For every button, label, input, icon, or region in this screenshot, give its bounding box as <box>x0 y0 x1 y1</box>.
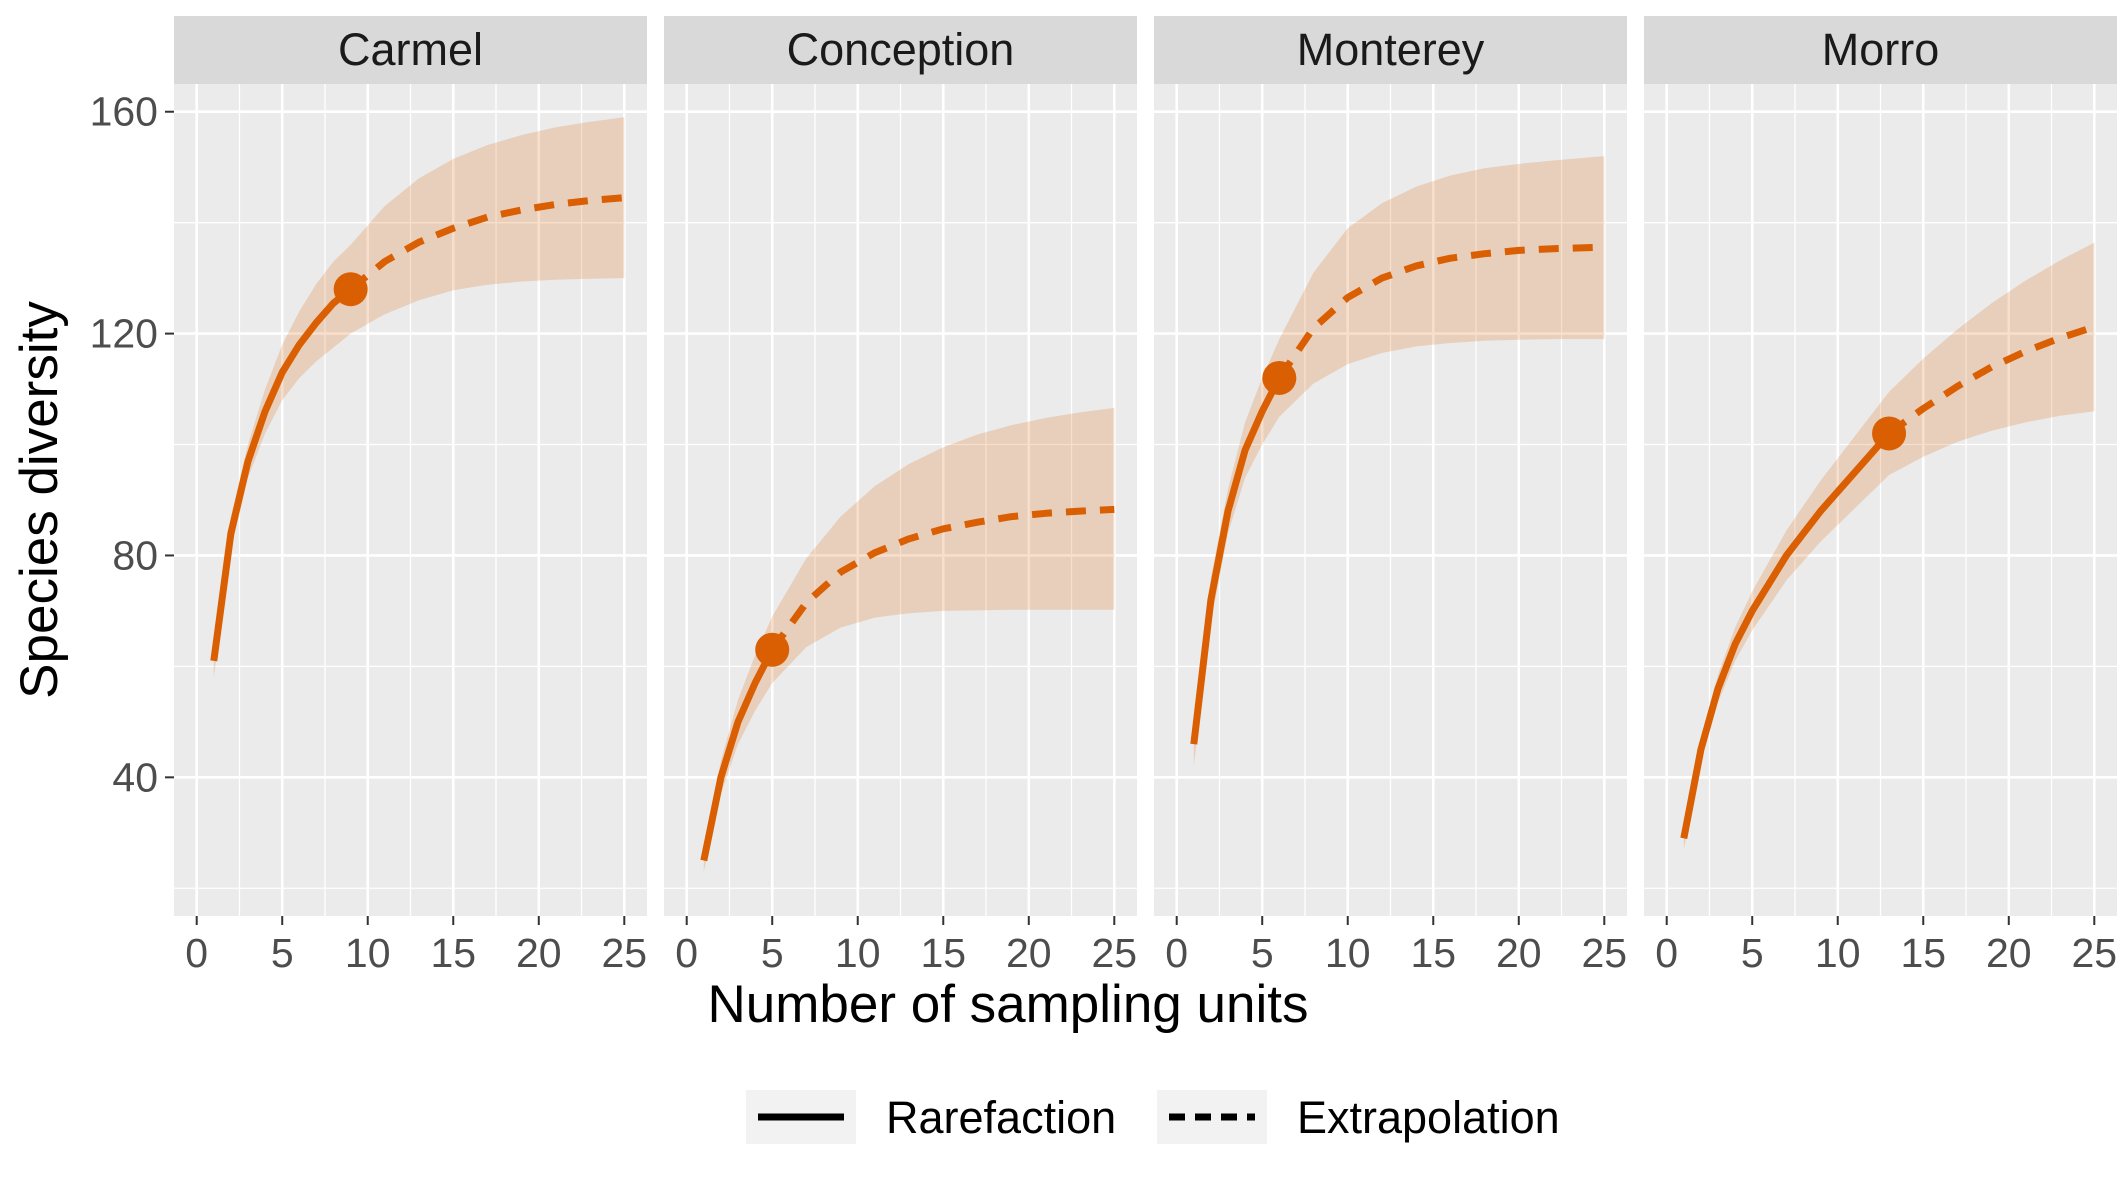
legend-label: Rarefaction <box>886 1092 1116 1143</box>
legend: Rarefaction Extrapolation <box>746 1090 1560 1144</box>
x-tick-label: 10 <box>835 930 881 976</box>
legend-label: Extrapolation <box>1297 1092 1560 1143</box>
x-tick-label: 0 <box>185 930 208 976</box>
x-tick-label: 10 <box>1815 930 1861 976</box>
facet-strip <box>1644 16 2117 84</box>
y-tick-label: 160 <box>90 89 158 135</box>
x-tick-label: 20 <box>1496 930 1542 976</box>
x-axis-title: Number of sampling units <box>708 975 1309 1034</box>
facet-strip-label: Carmel <box>338 24 483 75</box>
x-tick-label: 25 <box>1091 930 1137 976</box>
facet-panel: Monterey 0 5 10 15 20 25 <box>1154 16 1627 976</box>
x-tick-label: 5 <box>271 930 294 976</box>
extrapolation-line <box>348 194 625 292</box>
y-axis-title: Species diversity <box>10 301 69 699</box>
y-tick-label: 120 <box>90 311 158 357</box>
observed-point <box>333 272 368 307</box>
y-tick-label: 80 <box>112 532 158 578</box>
rarefaction-line <box>210 286 353 662</box>
rarefaction-line <box>1190 376 1283 745</box>
confidence-ribbon <box>1683 242 2095 850</box>
x-tick-label: 10 <box>1325 930 1371 976</box>
x-tick-label: 25 <box>2071 930 2117 976</box>
facet-strip <box>174 16 647 84</box>
x-tick-label: 15 <box>920 930 966 976</box>
y-axis: 40 80 120 160 <box>90 89 174 800</box>
observed-point <box>1262 360 1297 395</box>
extrapolation-line <box>1887 323 2096 437</box>
x-tick-label: 20 <box>516 930 562 976</box>
x-tick-label: 15 <box>1410 930 1456 976</box>
x-tick-label: 25 <box>1581 930 1627 976</box>
y-tick-label: 40 <box>112 754 158 800</box>
x-tick-label: 0 <box>1165 930 1188 976</box>
facet-strip-label: Monterey <box>1297 24 1485 75</box>
observed-point <box>755 632 790 667</box>
extrapolation-line <box>1276 243 1605 380</box>
x-tick-label: 5 <box>1251 930 1274 976</box>
x-tick-label: 25 <box>601 930 647 976</box>
facet-strip-label: Conception <box>787 24 1015 75</box>
x-tick-label: 15 <box>1900 930 1946 976</box>
confidence-ribbon <box>1193 156 1605 767</box>
x-tick-label: 15 <box>430 930 476 976</box>
facet-strip <box>1154 16 1627 84</box>
facet-panel: Morro 0 5 10 15 20 25 <box>1644 16 2117 976</box>
x-tick-label: 20 <box>1986 930 2032 976</box>
facet-strip-label: Morro <box>1822 24 1940 75</box>
x-tick-label: 20 <box>1006 930 1052 976</box>
confidence-ribbon <box>213 117 625 678</box>
facet-panel: Carmel 0 5 10 15 20 25 <box>174 16 647 976</box>
rarefaction-line <box>700 648 776 862</box>
x-tick-label: 5 <box>761 930 784 976</box>
x-tick-label: 0 <box>675 930 698 976</box>
confidence-ribbon <box>703 407 1115 872</box>
rarefaction-line <box>1680 431 1892 839</box>
x-tick-label: 0 <box>1655 930 1678 976</box>
facet-strip <box>664 16 1137 84</box>
x-tick-label: 10 <box>345 930 391 976</box>
x-tick-label: 5 <box>1741 930 1764 976</box>
extrapolation-line <box>769 505 1115 652</box>
observed-point <box>1872 416 1907 451</box>
facet-panel: Conception 0 5 10 15 20 25 <box>664 16 1137 976</box>
